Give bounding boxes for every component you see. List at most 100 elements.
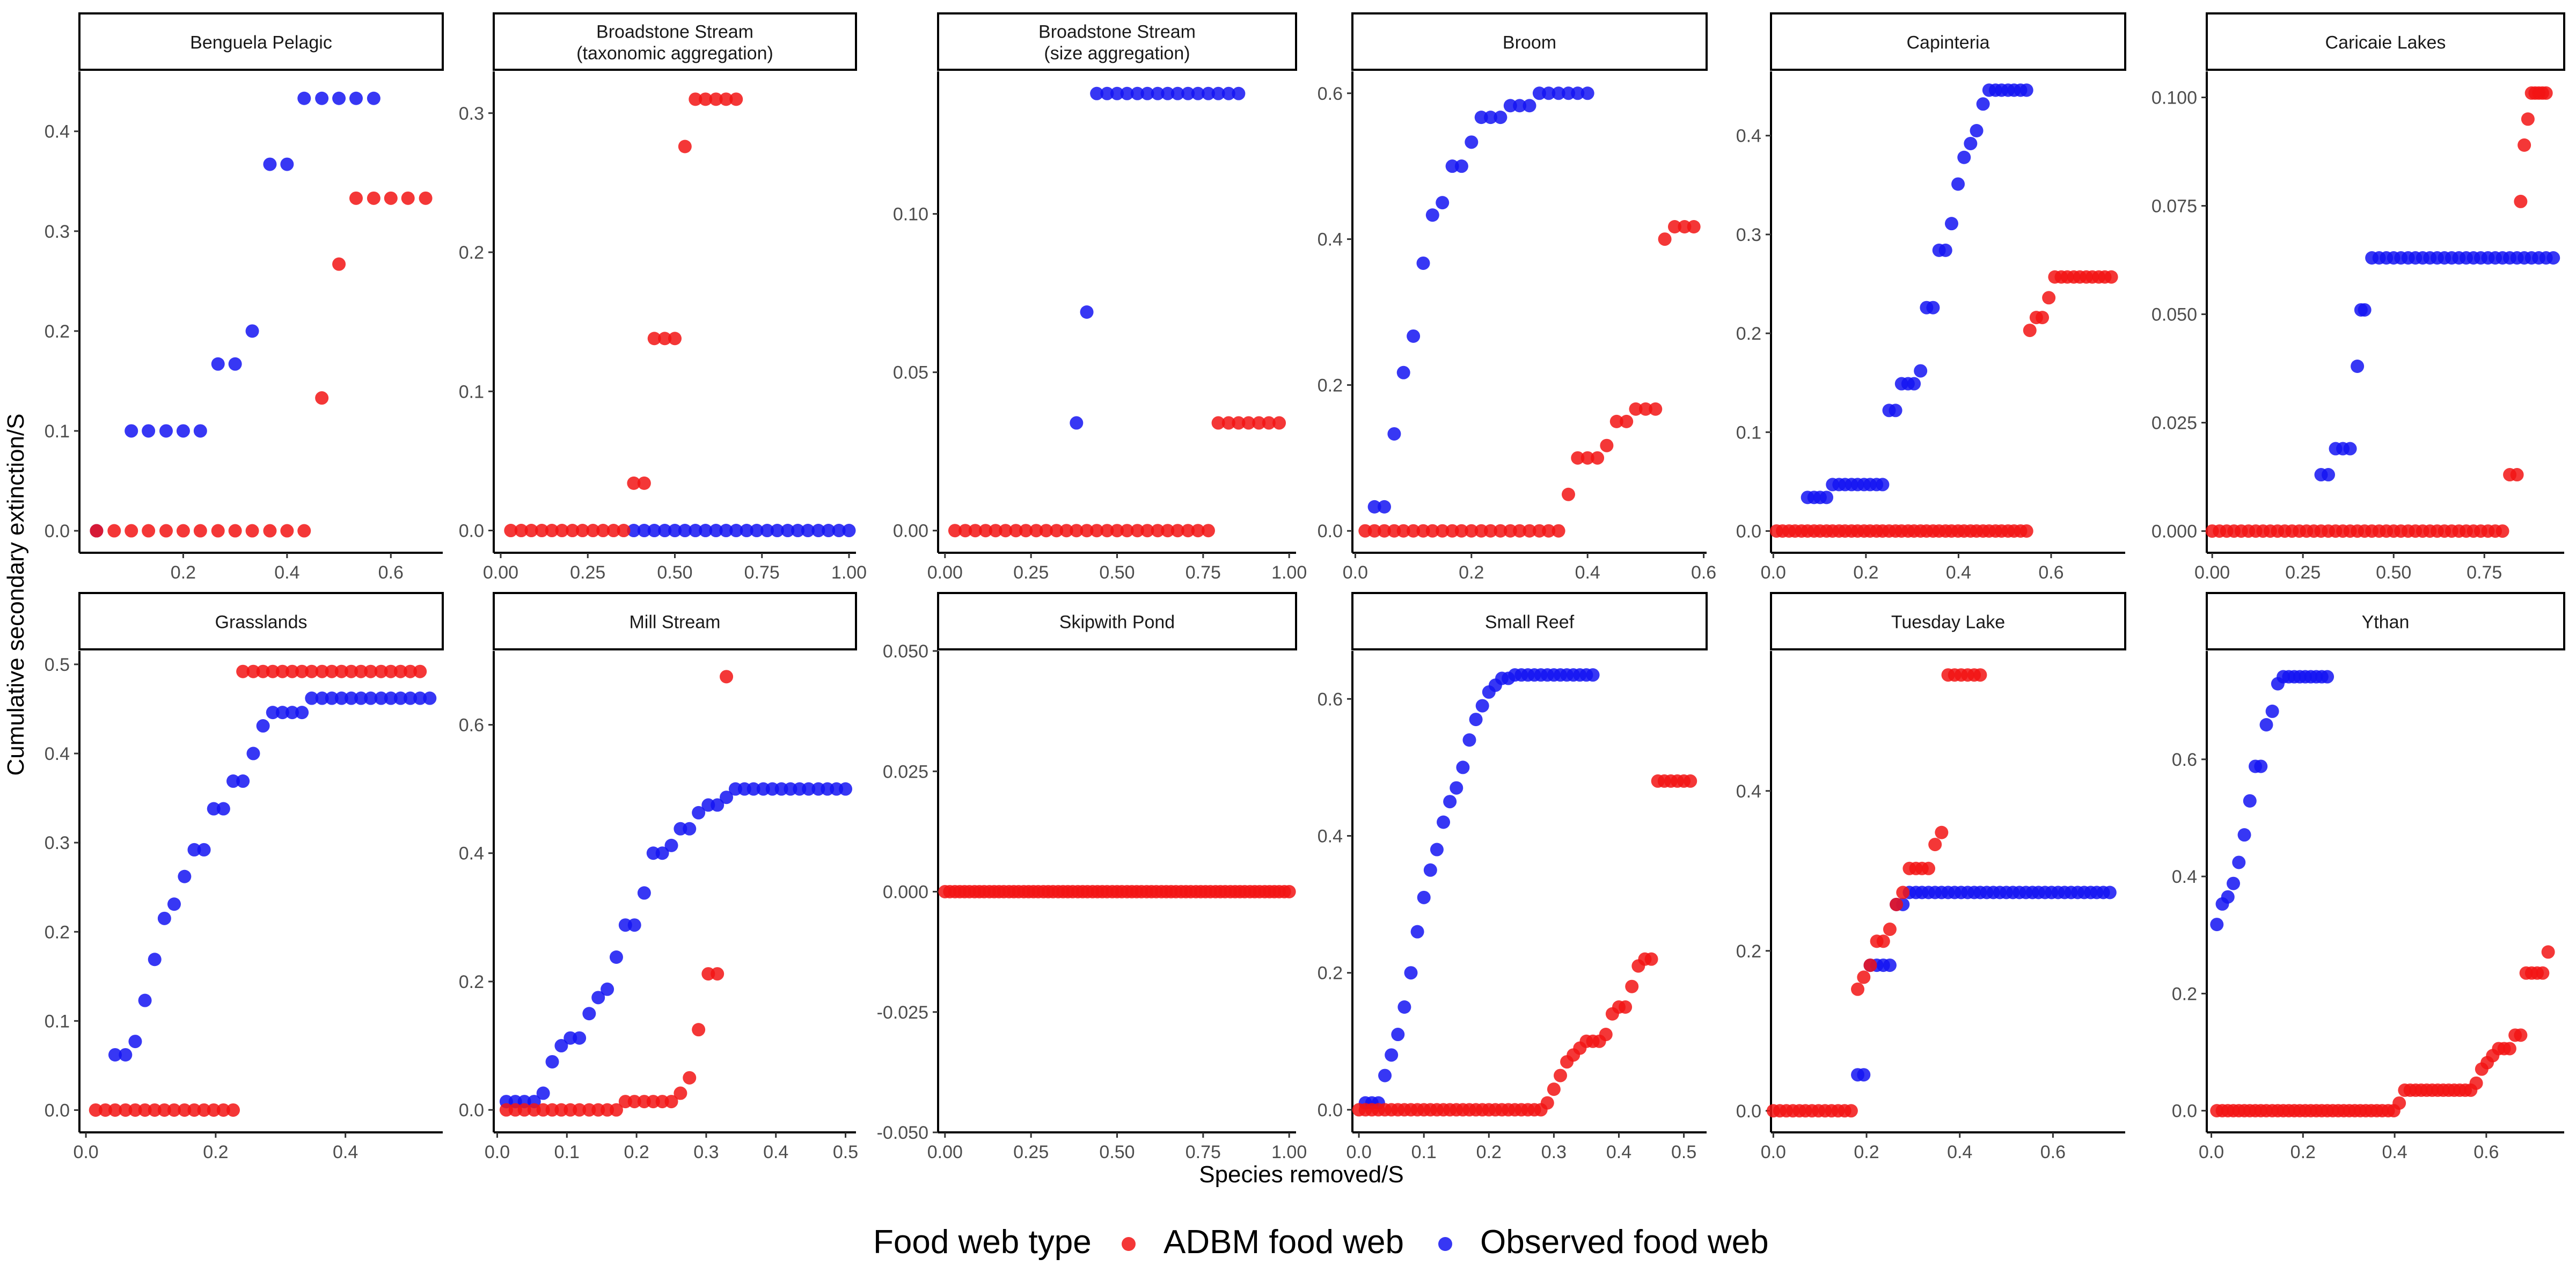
data-point [236, 774, 250, 788]
data-point [1667, 219, 1681, 233]
data-point [1591, 451, 1605, 465]
data-point [504, 524, 518, 538]
data-point [1513, 99, 1527, 113]
data-point [275, 664, 289, 678]
data-point [1059, 524, 1073, 538]
y-tick-label: 0.000 [2151, 522, 2197, 542]
facet-strip [2206, 12, 2565, 71]
data-point [2259, 718, 2273, 731]
data-point [2351, 360, 2365, 374]
facet-title: Broadstone Stream [596, 22, 753, 42]
data-point [2322, 468, 2336, 482]
data-point [108, 1103, 122, 1117]
data-point [1609, 414, 1623, 428]
data-point [1907, 377, 1921, 391]
data-point [1456, 760, 1470, 774]
data-point [384, 691, 398, 705]
data-point [1687, 219, 1701, 233]
data-point [664, 1095, 678, 1109]
data-point [1201, 86, 1215, 100]
data-point [1404, 966, 1418, 980]
x-tick-label: 1.00 [831, 562, 867, 583]
x-tick-label: 0.2 [1459, 562, 1484, 583]
data-point [1445, 159, 1459, 173]
data-point [699, 92, 713, 106]
data-point [423, 691, 437, 705]
data-point [692, 1023, 706, 1037]
series-adbm-food-web [499, 670, 734, 1117]
panel-broadstone-stream-2: Broadstone Stream(size aggregation) 0.00 0… [893, 12, 1307, 583]
data-point [1896, 885, 1910, 899]
x-tick-label: 0.5 [833, 1142, 858, 1162]
data-point [1561, 86, 1575, 100]
y-tick-label: 0.3 [459, 104, 484, 124]
data-point [148, 1103, 162, 1117]
data-point [1050, 524, 1064, 538]
data-point [1039, 524, 1053, 538]
data-point [2221, 890, 2235, 904]
data-point [1484, 524, 1498, 538]
data-point [1396, 524, 1410, 538]
data-point [683, 822, 697, 836]
data-point [1599, 1028, 1613, 1042]
y-tick-label: 0.1 [45, 421, 70, 442]
data-point [159, 524, 173, 538]
data-point [1951, 177, 1965, 191]
data-point [1644, 952, 1658, 966]
data-point [1161, 524, 1175, 538]
facet-title: Tuesday Lake [1891, 612, 2005, 633]
data-point [1436, 196, 1450, 210]
y-tick-label: 0.2 [1318, 963, 1343, 984]
data-point [401, 191, 415, 205]
y-tick-label: 0.0 [1736, 1101, 1761, 1122]
data-point [384, 191, 398, 205]
data-point [384, 664, 398, 678]
data-point [1151, 524, 1165, 538]
x-tick-label: 0.6 [2473, 1142, 2499, 1162]
x-tick-label: 0.25 [2285, 562, 2321, 583]
data-point [1211, 86, 1225, 100]
data-point [2510, 468, 2524, 482]
data-point [1957, 150, 1971, 164]
x-tick-label: 0.50 [657, 562, 692, 583]
data-point [711, 798, 724, 812]
y-tick-label: 0.0 [459, 1100, 484, 1121]
data-point [609, 950, 623, 964]
data-point [1540, 1096, 1554, 1110]
y-tick-label: 0.0 [1736, 521, 1761, 541]
facet-title: (taxonomic aggregation) [576, 43, 773, 64]
data-point [1503, 99, 1517, 113]
y-tick-label: 0.3 [45, 833, 70, 853]
data-point [1170, 524, 1184, 538]
data-point [207, 1103, 221, 1117]
data-point [1513, 524, 1527, 538]
data-point [315, 391, 329, 405]
data-point [839, 782, 853, 796]
data-point [573, 1103, 587, 1117]
data-point [226, 774, 240, 788]
x-tick-label: 0.0 [1343, 562, 1368, 583]
data-point [586, 524, 600, 538]
data-point [1436, 524, 1450, 538]
data-point [596, 524, 610, 538]
y-tick-label: 0.100 [2151, 87, 2197, 108]
data-point [266, 706, 280, 720]
data-point [1926, 301, 1940, 314]
data-point [1938, 243, 1952, 257]
data-point [655, 846, 669, 860]
data-point [2243, 794, 2257, 808]
data-point [315, 91, 329, 105]
data-point [176, 424, 190, 438]
data-point [1130, 524, 1144, 538]
data-point [263, 524, 277, 538]
data-point [1151, 86, 1165, 100]
data-point [2496, 524, 2509, 538]
data-point [90, 524, 104, 538]
data-point [2227, 876, 2241, 890]
data-point [128, 1035, 142, 1049]
data-point [1385, 1048, 1399, 1062]
series-adbm-food-web [90, 191, 433, 538]
data-point [315, 691, 329, 705]
legend-label-observed: Observed food web [1480, 1224, 1769, 1261]
